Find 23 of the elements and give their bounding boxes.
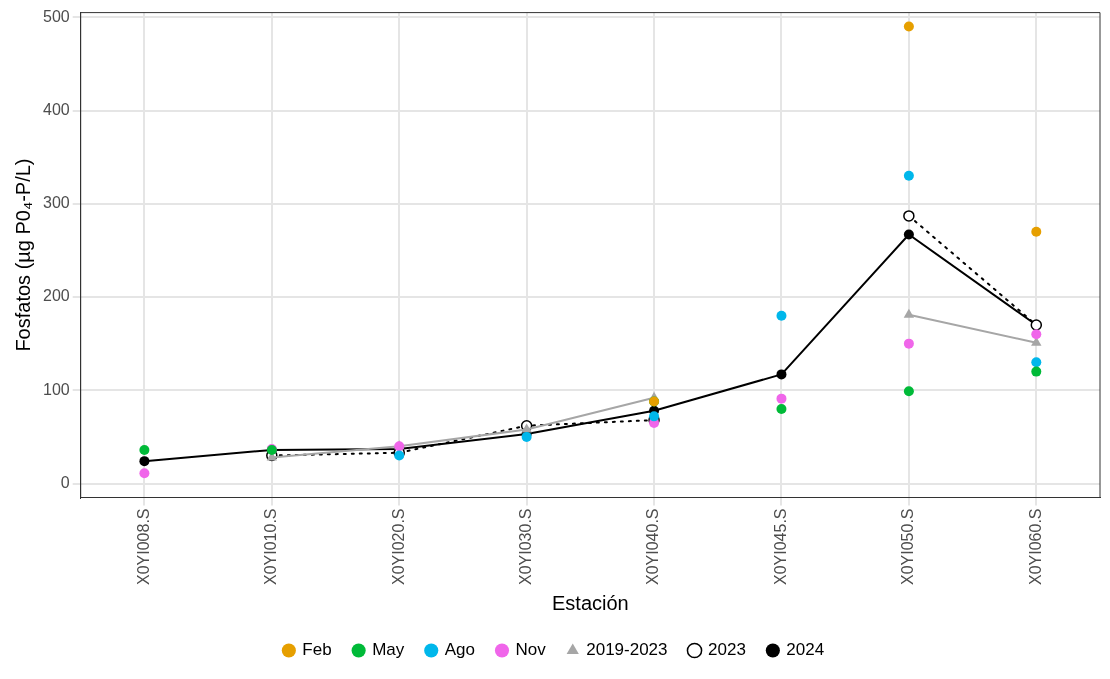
x-axis-title: Estación bbox=[551, 591, 629, 614]
x-tick-label: X0YI045.S bbox=[771, 508, 789, 585]
y-tick-label: 200 bbox=[42, 287, 70, 305]
x-tick-label: X0YI030.S bbox=[517, 508, 535, 585]
legend-label: Feb bbox=[302, 640, 332, 660]
y-axis-title: Fosfatos (µg P0₄-P/L) bbox=[11, 158, 34, 352]
x-tick-label: X0YI050.S bbox=[899, 508, 917, 585]
legend-label: 2024 bbox=[786, 640, 825, 660]
x-tick-label: X0YI020.S bbox=[389, 508, 407, 585]
legend-label: Nov bbox=[515, 640, 547, 660]
legend-label: 2019-2023 bbox=[586, 640, 668, 660]
x-tick-label: X0YI008.S bbox=[134, 508, 152, 585]
legend-label: 2023 bbox=[708, 640, 746, 660]
x-tick-label: X0YI010.S bbox=[262, 508, 280, 585]
y-tick-label: 400 bbox=[42, 100, 70, 118]
y-tick-label: 300 bbox=[42, 194, 70, 212]
x-tick-label: X0YI040.S bbox=[644, 508, 662, 585]
x-tick-label: X0YI060.S bbox=[1026, 508, 1044, 585]
legend-label: May bbox=[372, 640, 405, 660]
legend-label: Ago bbox=[444, 640, 475, 660]
y-tick-label: 100 bbox=[42, 380, 70, 398]
y-tick-label: 0 bbox=[60, 473, 70, 491]
y-tick-label: 500 bbox=[42, 7, 70, 25]
